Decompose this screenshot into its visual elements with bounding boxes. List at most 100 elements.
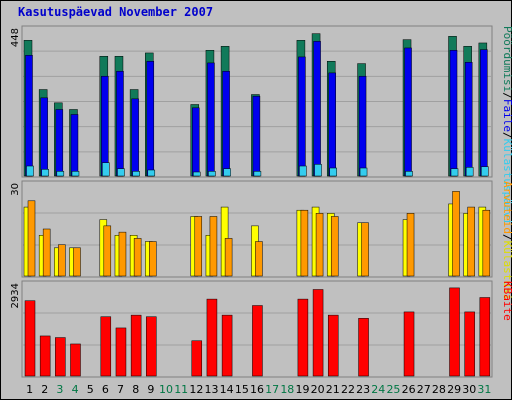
bar-kbaite-day-16 (252, 305, 263, 377)
x-tick-label-day-31: 31 (477, 383, 491, 396)
bar-arvuteid-day-19 (300, 209, 309, 277)
side-legend-top-part: / (501, 132, 512, 139)
bar-kbaite-day-4 (70, 343, 81, 377)
x-tick-label-day-14: 14 (220, 383, 234, 396)
bar-arvuteid-day-12 (194, 216, 203, 277)
bar-arvuteid-day-3 (58, 244, 66, 277)
bar-faile-day-2 (40, 97, 48, 177)
bar-faile-day-3 (55, 109, 64, 177)
x-tick-label-day-2: 2 (41, 383, 48, 396)
x-tick-label-day-27: 27 (417, 383, 431, 396)
bar-kylastuspaevi-day-3 (56, 171, 65, 177)
bar-kbaite-day-19 (297, 298, 309, 377)
x-tick-label-day-19: 19 (295, 383, 309, 396)
x-tick-label-day-25: 25 (386, 383, 400, 396)
bar-kylastuspaevi-day-2 (41, 169, 49, 177)
x-tick-label-day-28: 28 (432, 383, 446, 396)
side-legend-middle-part: Arvuteid (501, 181, 512, 234)
x-tick-label-day-4: 4 (72, 383, 79, 396)
bar-kbaite-day-3 (55, 337, 66, 377)
bar-kylastuspaevi-day-20 (314, 164, 322, 177)
x-tick-label-day-8: 8 (132, 383, 139, 396)
bar-kbaite-day-30 (464, 311, 475, 377)
x-tick-label-day-22: 22 (341, 383, 355, 396)
bar-kbaite-day-1 (24, 300, 36, 377)
x-tick-label-day-15: 15 (235, 383, 249, 396)
bar-faile-day-14 (222, 70, 230, 177)
side-legend-middle-part: Külastusi (501, 241, 512, 301)
bar-arvuteid-day-1 (27, 200, 36, 277)
bar-kylastuspaevi-day-26 (405, 171, 413, 177)
bar-kylastuspaevi-day-16 (253, 171, 262, 177)
bar-faile-day-6 (101, 75, 109, 177)
bar-arvuteid-day-2 (42, 228, 51, 277)
bar-kbaite-day-13 (206, 298, 218, 377)
bar-arvuteid-day-26 (406, 213, 415, 277)
bar-kbaite-day-31 (479, 297, 491, 377)
bar-kbaite-day-8 (130, 314, 142, 377)
x-tick-label-day-6: 6 (102, 383, 109, 396)
bar-faile-day-23 (358, 75, 367, 177)
bar-faile-day-30 (464, 62, 473, 177)
x-tick-label-day-26: 26 (402, 383, 416, 396)
bar-arvuteid-day-8 (133, 238, 142, 277)
bar-kylastuspaevi-day-4 (71, 171, 80, 177)
bar-kbaite-day-6 (100, 316, 112, 377)
bar-faile-day-31 (480, 49, 488, 177)
bar-faile-day-12 (192, 107, 200, 177)
bar-arvuteid-day-9 (149, 241, 157, 277)
bar-faile-day-21 (328, 72, 336, 177)
bar-kylastuspaevi-day-31 (481, 166, 489, 177)
x-tick-label-day-17: 17 (265, 383, 279, 396)
bar-faile-day-9 (146, 61, 155, 177)
x-tick-label-day-21: 21 (326, 383, 340, 396)
side-legend-bottom-part: KBaite (501, 281, 512, 321)
panel-bottom-ymax-label: 2934 (10, 283, 21, 308)
bar-kylastuspaevi-day-19 (299, 165, 307, 177)
x-tick-label-day-3: 3 (56, 383, 63, 396)
side-legend-top-part: Faile (501, 99, 512, 132)
x-tick-label-day-30: 30 (462, 383, 476, 396)
bar-arvuteid-day-31 (482, 209, 491, 277)
x-tick-label-day-7: 7 (117, 383, 124, 396)
bar-arvuteid-day-7 (118, 231, 127, 277)
bar-kbaite-day-29 (449, 287, 460, 377)
panel-middle-ymax-label: 30 (10, 183, 21, 196)
side-legend-top-part: Pöördumisi (501, 26, 512, 92)
x-tick-label-day-12: 12 (189, 383, 203, 396)
chart-title: Kasutuspäevad November 2007 (18, 5, 214, 19)
side-legend-middle-part: / (501, 234, 512, 241)
x-tick-label-day-16: 16 (250, 383, 264, 396)
bar-arvuteid-day-21 (330, 216, 339, 277)
side-legend-top-part: Külastuspäevi (501, 139, 512, 225)
bar-kbaite-day-14 (221, 314, 233, 377)
bar-faile-day-20 (313, 41, 321, 177)
x-tick-label-day-20: 20 (311, 383, 325, 396)
bar-arvuteid-day-13 (209, 216, 218, 277)
bar-kbaite-day-9 (146, 316, 157, 377)
bar-kylastuspaevi-day-1 (26, 165, 34, 177)
x-tick-label-day-13: 13 (205, 383, 219, 396)
bar-arvuteid-day-16 (255, 241, 263, 277)
bar-arvuteid-day-4 (73, 247, 81, 277)
bar-kylastuspaevi-day-7 (117, 168, 125, 177)
bar-kbaite-day-26 (403, 311, 415, 377)
x-tick-label-day-9: 9 (147, 383, 154, 396)
side-legend-top-part: / (501, 92, 512, 99)
bar-kylastuspaevi-day-29 (450, 168, 459, 177)
side-legend-top: Pöördumisi/Faile/Külastuspäevi (501, 26, 512, 225)
bar-arvuteid-day-30 (467, 206, 475, 277)
bar-kbaite-day-21 (327, 314, 339, 377)
bar-faile-day-7 (116, 70, 124, 177)
bar-faile-day-4 (70, 114, 79, 177)
bar-faile-day-26 (404, 47, 412, 177)
x-tick-label-day-11: 11 (174, 383, 188, 396)
bar-kylastuspaevi-day-9 (147, 169, 156, 177)
panel-top-ymax-label: 448 (10, 28, 21, 47)
bar-arvuteid-day-29 (452, 191, 460, 277)
bar-kylastuspaevi-day-23 (359, 167, 368, 177)
bar-arvuteid-day-14 (224, 238, 233, 277)
bar-arvuteid-day-6 (103, 225, 112, 277)
bar-kbaite-day-2 (39, 335, 51, 377)
